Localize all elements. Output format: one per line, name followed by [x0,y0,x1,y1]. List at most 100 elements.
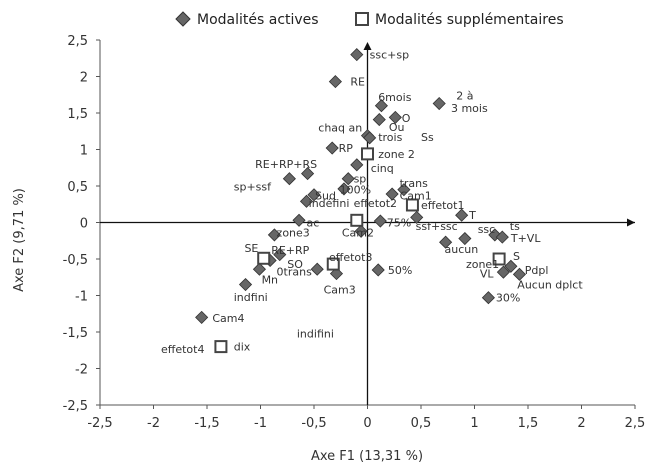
active-point [455,208,469,222]
point-label: O [402,112,411,125]
active-point [410,210,424,224]
point-label: sp [354,173,367,186]
active-point [496,265,510,279]
x-tick-label: 1 [470,416,478,431]
point-label: dix [234,341,251,354]
active-point [432,96,446,111]
active-point [371,263,385,277]
point-label: effetot4 [161,343,204,356]
active-point [238,277,253,292]
x-axis-title: Axe F1 (13,31 %) [311,449,423,464]
point-label: trans [400,177,429,190]
active-point [439,235,453,249]
active-point [341,172,355,186]
point-label: 50% [388,264,412,277]
x-tick-label: 1,5 [518,416,539,431]
active-point [374,99,388,113]
point-label: Aucun dplct [517,279,583,292]
active-point [354,224,368,238]
supplementary-point [350,213,364,227]
x-tick-label: -1,5 [194,416,219,431]
active-point [273,248,287,262]
point-label: Cam1 [400,189,432,202]
point-label: 2 à [456,89,473,102]
legend-supplementary-marker [355,12,369,26]
active-point [512,267,527,281]
point-label: Mn [262,273,278,286]
point-label: Sud [315,189,336,202]
active-point [301,167,315,181]
active-point [328,75,342,89]
point-label: effetot1 [421,199,464,212]
active-point [397,183,411,197]
point-label: 30% [496,292,520,305]
x-tick-label: 0,5 [411,416,432,431]
active-point [388,110,402,124]
y-tick-label: 1,5 [67,107,88,122]
point-label: zone3 [277,227,310,240]
legend-active-label: Modalités actives [197,12,319,28]
point-label: Cam3 [324,284,356,297]
point-label: cinq [371,162,394,175]
axes [100,42,635,405]
tick-labels: -2,5 -2 -1,5 -1 -0,5 0 0,5 1 1,5 2 2,5 2,5 2 1,5 1 0,5 0… [63,34,646,431]
active-point [267,228,281,242]
point-label: VL [480,268,495,281]
point-label: Pdpl [525,264,549,277]
active-point [310,262,324,276]
point-label: T+VL [510,232,541,245]
point-label: T [468,209,476,222]
point-label: ac [307,217,320,230]
point-label: indfini [234,291,268,304]
point-label: effetot3 [329,251,372,264]
supplementary-point [361,147,374,161]
active-point [373,214,387,228]
active-point [495,230,509,244]
point-label: S [513,250,520,263]
y-tick-label: -2,5 [63,399,88,414]
x-axis-arrow [627,218,635,227]
active-point [299,194,314,208]
x-tick-label: -2 [147,416,160,431]
y-tick-label: 0 [80,217,88,232]
x-tick-label: -2,5 [87,416,112,431]
active-point [350,158,364,172]
active-point [372,113,386,127]
point-label: indéfini [309,197,350,210]
y-tick-label: -1,5 [63,326,88,341]
point-label: 100% [340,184,371,197]
y-tick-label: -0,5 [63,253,88,268]
x-tick-label: -0,5 [301,416,326,431]
supplementary-point [257,251,271,265]
point-label: Ss [421,131,434,144]
y-axis-arrow [363,42,372,50]
active-point [307,188,321,202]
point-label: RE+RP [271,244,309,257]
active-point [292,213,306,227]
active-point [481,291,495,305]
active-point [252,262,266,276]
active-point [385,187,399,201]
point-label: trois [378,131,402,144]
y-axis-title: Axe F2 (9,71 %) [12,188,27,292]
x-tick-label: 2 [577,416,585,431]
y-tick-label: -2 [75,363,88,378]
active-point [350,48,364,62]
legend: Modalités actives Modalités supplémentai… [175,11,564,28]
legend-active-marker [175,11,191,27]
point-label: 0trans [277,265,313,278]
point-label: RE [350,76,365,89]
x-tick-label: 0 [363,416,371,431]
supplementary-point [405,198,419,212]
active-point [337,182,351,196]
point-labels: ssc+sp RE 6mois 2 à3 mois OOu chaq an trois Ss R… [161,49,583,356]
point-label: ssf+ssc [416,220,458,233]
point-label: indifini [297,327,334,340]
point-label: ts [510,220,520,233]
supplementary-point [214,340,228,354]
point-label: Ou [389,121,405,134]
y-tick-label: 2,5 [67,34,88,49]
y-tick-label: 1 [80,144,88,159]
point-label: RE+RP+RS [255,158,317,171]
